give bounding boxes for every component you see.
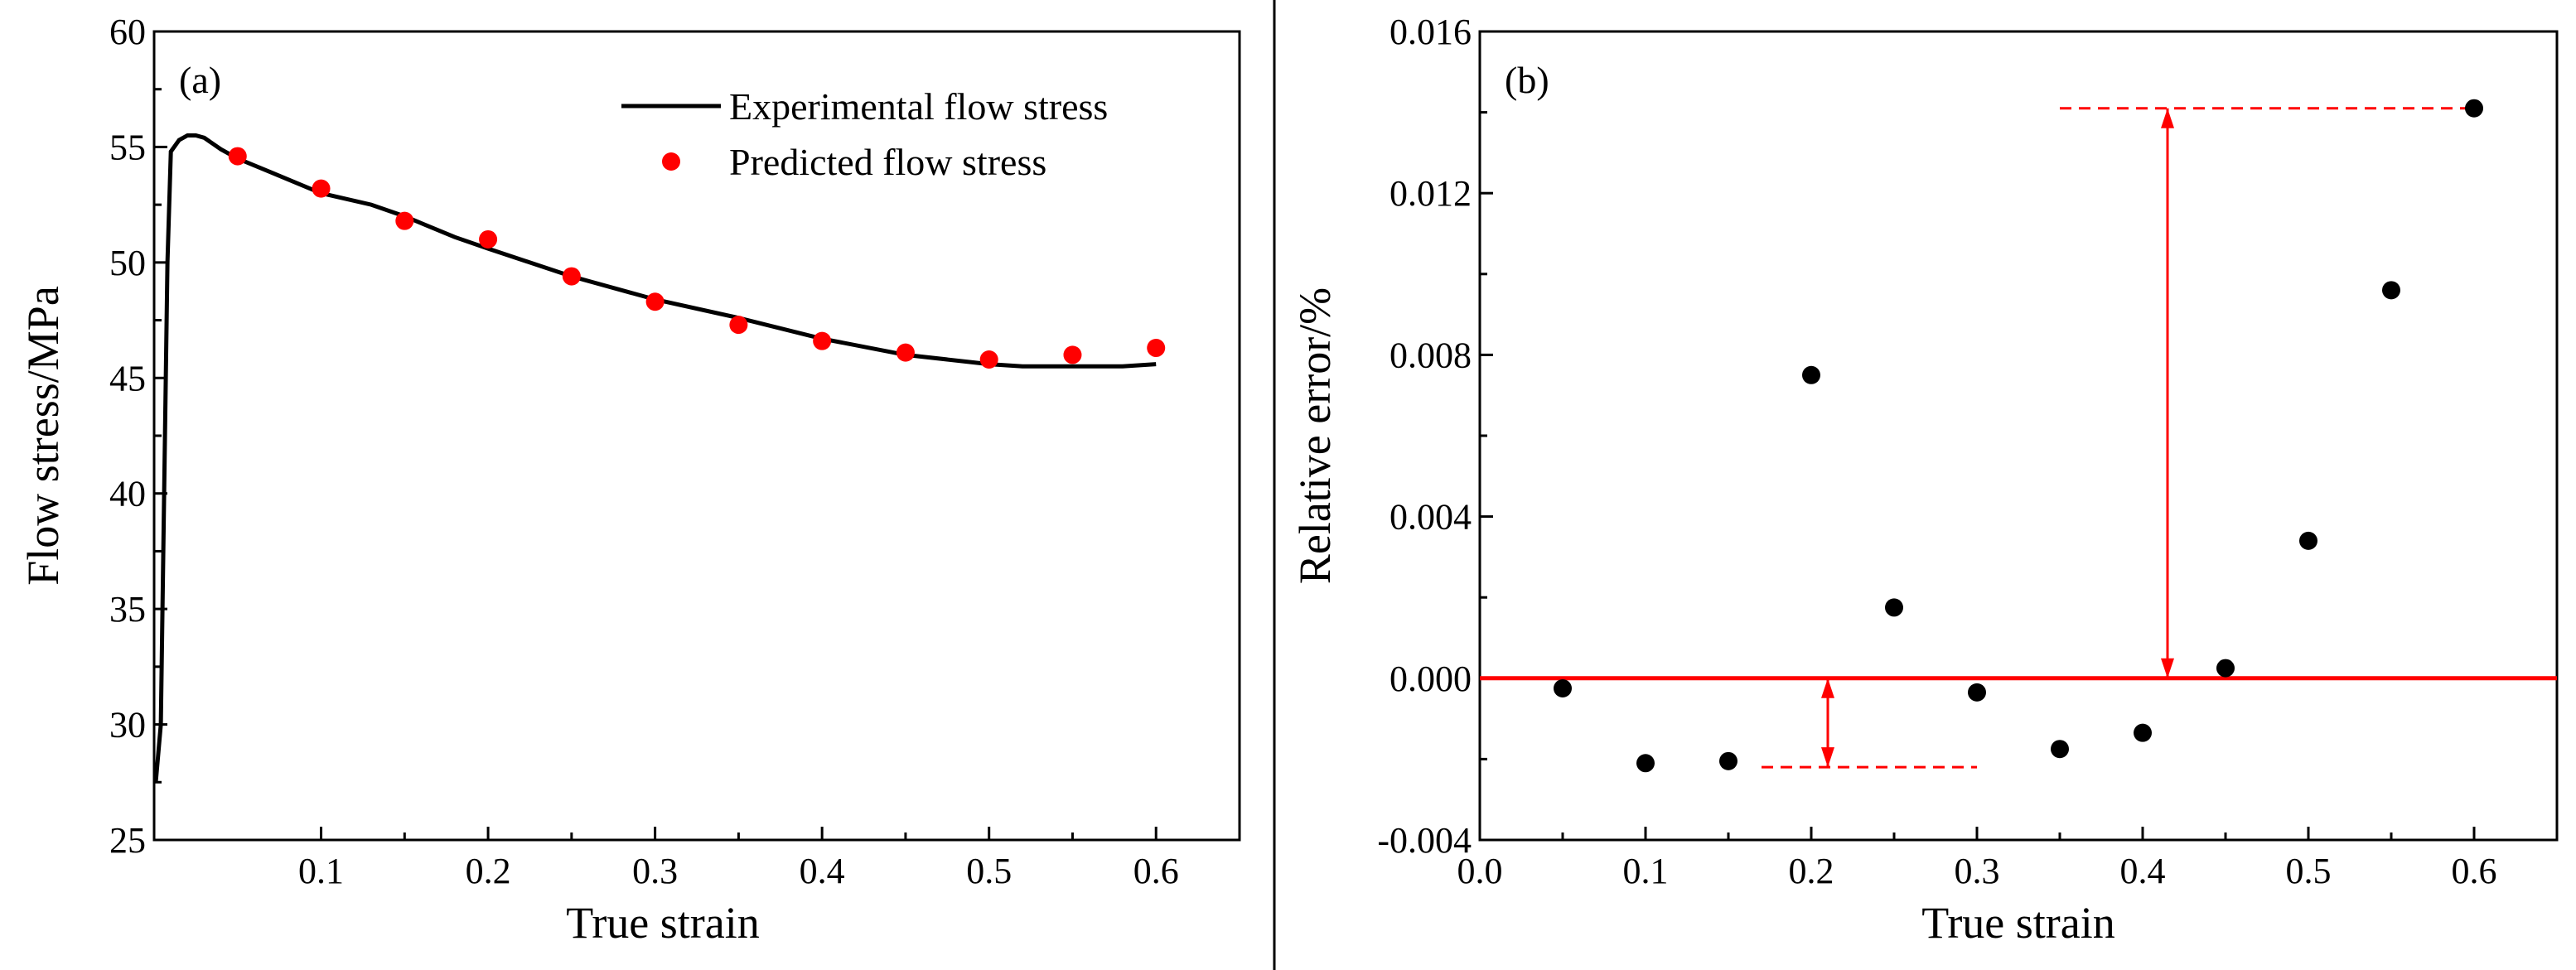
- chart-b-y-tick-label: 0.008: [1389, 335, 1472, 375]
- chart-a-y-tick-label: 25: [109, 820, 146, 861]
- chart-a-y-tick-label: 60: [109, 12, 146, 52]
- chart-a-y-tick-label: 50: [109, 243, 146, 283]
- chart-b-y-tick-label: 0.004: [1389, 497, 1472, 538]
- chart-a-y-tick-label: 30: [109, 705, 146, 746]
- legend-experimental-label: Experimental flow stress: [729, 85, 1108, 128]
- chart-b: 0.0 0.1 0.2 0.3 0.4 0.5 0.6 -0.004 0.000 0.004 0.…: [1290, 12, 2559, 948]
- chart-a-x-tick-label: 0.4: [800, 851, 845, 891]
- relative-error-point: [1554, 679, 1572, 697]
- arrow-head-up: [2161, 108, 2174, 128]
- chart-b-x-tick-label: 0.2: [1789, 851, 1834, 891]
- chart-b-x-axis-label: True strain: [1921, 898, 2115, 948]
- chart-a-legend: Experimental flow stress Predicted flow …: [621, 85, 1108, 183]
- chart-a-y-tick-label: 40: [109, 474, 146, 514]
- relative-error-point: [2051, 740, 2069, 759]
- chart-a-y-axis-label: Flow stress/MPa: [18, 286, 68, 586]
- chart-b-x-tick-label: 0.4: [2120, 851, 2166, 891]
- predicted-point: [1147, 339, 1166, 358]
- chart-b-x-tick-label: 0.3: [1955, 851, 2000, 891]
- chart-a-x-tick-label: 0.1: [298, 851, 344, 891]
- chart-b-plot-frame: [1478, 30, 2559, 842]
- relative-error-point: [1885, 598, 1903, 617]
- predicted-point: [896, 343, 915, 362]
- predicted-point: [1063, 345, 1082, 364]
- arrow-head-up: [1821, 678, 1834, 698]
- predicted-point: [228, 147, 247, 166]
- chart-b-x-tick-label: 0.1: [1623, 851, 1669, 891]
- predicted-point: [479, 229, 498, 249]
- relative-error-point: [1719, 751, 1737, 770]
- chart-a-y-tick-label: 45: [109, 358, 146, 398]
- relative-error-point: [2134, 723, 2152, 742]
- predicted-point: [312, 179, 331, 198]
- chart-a-x-tick-label: 0.3: [632, 851, 678, 891]
- predicted-point: [562, 267, 581, 286]
- chart-a-plot-frame: [152, 30, 1241, 842]
- legend-predicted-label: Predicted flow stress: [729, 141, 1046, 183]
- relative-error-point: [1636, 754, 1655, 773]
- predicted-point: [979, 350, 998, 369]
- chart-b-y-axis-label: Relative error/%: [1290, 287, 1340, 584]
- chart-b-panel-label: (b): [1505, 59, 1549, 101]
- chart-a-x-tick-label: 0.6: [1133, 851, 1179, 891]
- relative-error-point: [2299, 531, 2317, 550]
- legend-predicted-swatch: [662, 152, 680, 171]
- chart-a-panel-label: (a): [179, 59, 221, 101]
- arrow-head-down: [2161, 658, 2174, 678]
- chart-a-x-tick-label: 0.2: [466, 851, 511, 891]
- experimental-flow-stress-line: [153, 133, 1157, 783]
- chart-b-x-tick-label: 0.6: [2452, 851, 2497, 891]
- chart-b-y-tick-label: -0.004: [1377, 820, 1472, 861]
- relative-error-point: [1968, 683, 1986, 702]
- predicted-point: [729, 316, 748, 335]
- chart-b-x-tick-label: 0.0: [1457, 851, 1503, 891]
- relative-error-point: [2382, 281, 2400, 300]
- relative-error-point: [2216, 659, 2235, 678]
- relative-error-point: [2465, 99, 2483, 118]
- predicted-point: [813, 331, 832, 350]
- chart-a-y-tick-label: 55: [109, 127, 146, 167]
- chart-a-x-tick-label: 0.5: [966, 851, 1012, 891]
- predicted-point: [645, 292, 665, 311]
- relative-error-point: [1802, 365, 1820, 384]
- chart-a-x-axis-label: True strain: [566, 898, 760, 948]
- chart-b-y-tick-label: 0.016: [1389, 12, 1472, 52]
- chart-b-y-tick-label: 0.000: [1389, 659, 1472, 699]
- chart-b-y-tick-label: 0.012: [1389, 173, 1472, 214]
- predicted-point: [395, 211, 414, 230]
- arrow-head-down: [1821, 747, 1834, 768]
- chart-a-y-tick-label: 35: [109, 589, 146, 630]
- chart-b-x-tick-label: 0.5: [2286, 851, 2332, 891]
